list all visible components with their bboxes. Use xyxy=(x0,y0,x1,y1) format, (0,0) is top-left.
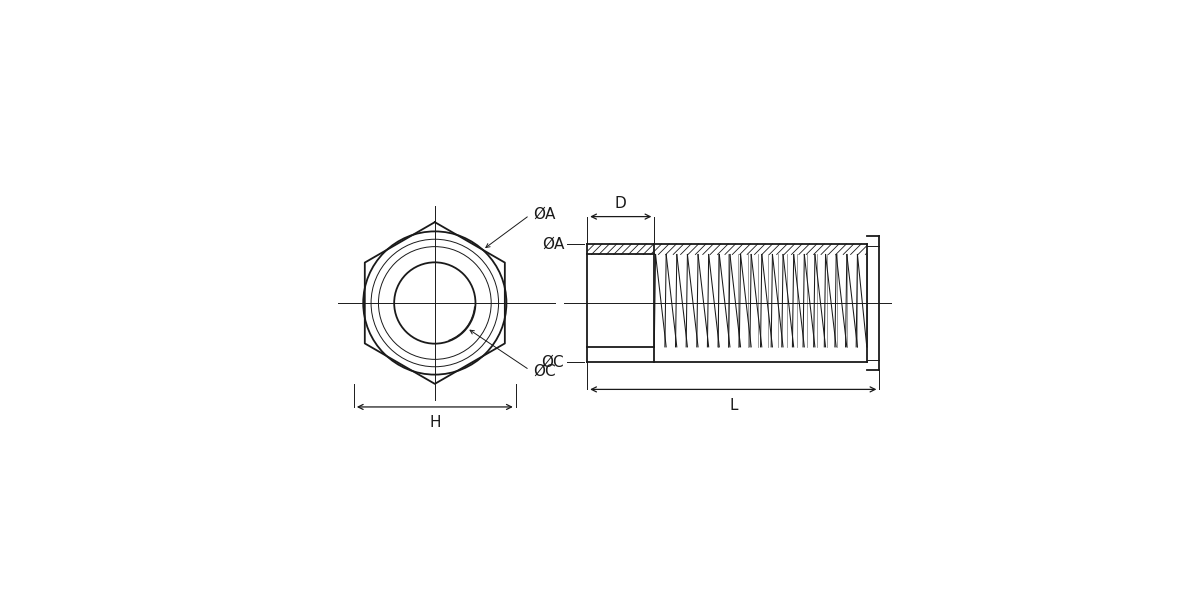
Text: ØA: ØA xyxy=(542,236,564,251)
Text: H: H xyxy=(430,415,440,430)
Text: L: L xyxy=(730,398,738,413)
Text: ØA: ØA xyxy=(533,207,556,222)
Text: ØC: ØC xyxy=(541,355,564,370)
Text: ØC: ØC xyxy=(533,364,556,379)
Text: D: D xyxy=(614,196,626,211)
